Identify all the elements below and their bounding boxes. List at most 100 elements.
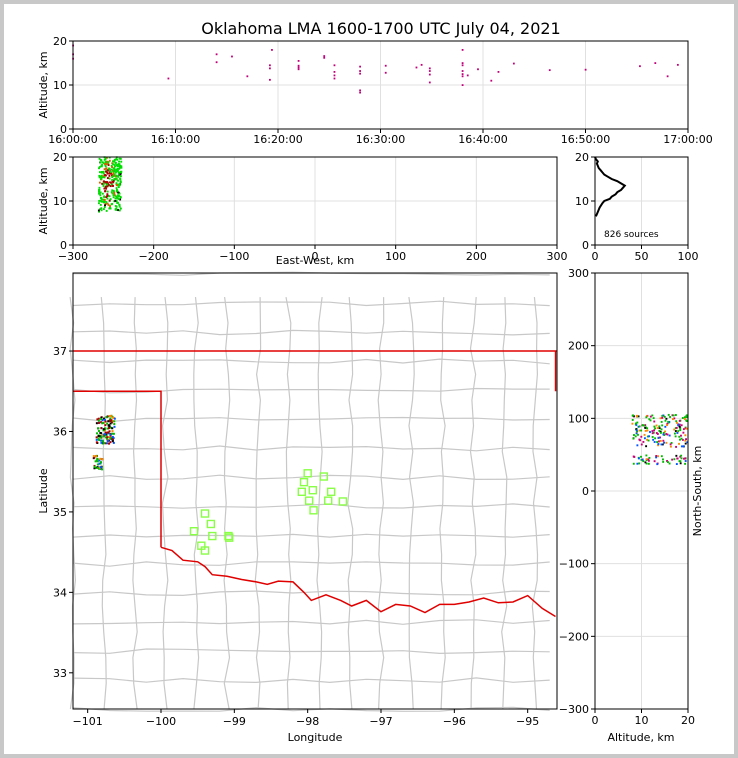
ew-source-point — [118, 160, 120, 163]
map-source-point — [95, 436, 98, 439]
ew-source-point — [108, 199, 111, 202]
ew-source-point — [106, 197, 109, 200]
map-source-point — [112, 432, 115, 435]
ew-source-point — [112, 163, 115, 166]
ew-source-point — [108, 174, 111, 177]
th-source-point — [428, 70, 431, 72]
th-source-point — [269, 78, 271, 81]
ew-source-point — [110, 191, 113, 194]
ns-source-point — [674, 414, 677, 416]
ew-source-point — [99, 194, 102, 197]
ew-source-point — [116, 184, 118, 187]
ns-source-point — [643, 424, 646, 427]
ns-source-point — [643, 433, 646, 436]
map-source-point — [95, 455, 98, 458]
ns-source-point — [668, 434, 671, 437]
ew-source-point — [98, 166, 101, 169]
ns-source-point — [635, 415, 638, 418]
ew-source-point — [100, 159, 103, 162]
ns-source-point — [635, 432, 638, 435]
map-source-point — [100, 416, 103, 419]
county-line — [254, 297, 262, 710]
ns-source-point — [633, 456, 636, 458]
ns-source-point — [657, 444, 660, 447]
county-line — [72, 445, 550, 452]
ns-source-point — [649, 415, 652, 418]
map-source-point — [98, 438, 101, 441]
map-source-point — [99, 431, 102, 434]
county-line — [72, 590, 550, 597]
ew-source-point — [100, 207, 103, 210]
ew-source-point — [112, 196, 115, 199]
county-line — [408, 297, 415, 710]
ns-source-point — [684, 457, 687, 460]
map-source-point — [103, 417, 106, 420]
ew-source-point — [116, 179, 119, 182]
th-ytick-label: 0 — [60, 123, 67, 136]
map-source-point — [107, 427, 110, 430]
th-source-point — [297, 64, 300, 67]
map-source-point — [105, 432, 108, 435]
lma-station-marker — [224, 533, 234, 542]
ns-source-point — [676, 457, 679, 460]
map-source-point — [93, 465, 96, 468]
th-source-point — [297, 66, 300, 69]
ns-source-point — [653, 425, 656, 428]
ew-source-point — [112, 190, 115, 193]
ns-source-point — [680, 454, 683, 457]
map-source-point — [94, 460, 97, 463]
ew-source-point — [111, 174, 113, 177]
map-source-point — [101, 419, 104, 422]
ns-source-point — [655, 432, 658, 434]
ew-source-point — [109, 181, 111, 184]
ns-source-point — [675, 463, 678, 465]
ew-source-point — [113, 168, 116, 171]
ew-source-point — [115, 168, 118, 171]
th-source-point — [384, 64, 387, 67]
map-source-point — [101, 458, 104, 461]
th-source-point — [548, 69, 551, 72]
ew-source-point — [111, 166, 113, 168]
ew-source-point — [98, 174, 101, 177]
map-source-point — [96, 418, 99, 421]
map-source-point — [104, 424, 107, 427]
lma-station-marker — [299, 477, 309, 487]
ew-source-point — [119, 198, 122, 201]
ns-source-point — [651, 430, 654, 433]
th-source-point — [512, 62, 515, 65]
ew-source-point — [114, 197, 117, 200]
ew-source-point — [118, 204, 121, 206]
altitude-histogram-panel: 0 50 100 0 10 20 826 sources — [575, 151, 699, 263]
th-source-point — [415, 66, 418, 69]
ns-source-point — [682, 431, 685, 434]
ew-source-point — [109, 198, 112, 201]
county-line — [72, 648, 550, 655]
th-source-point — [231, 55, 233, 58]
ew-source-point — [113, 178, 116, 180]
county-line — [347, 297, 354, 710]
ew-source-point — [108, 172, 111, 175]
ns-source-point — [632, 437, 635, 440]
ns-source-point — [638, 438, 641, 441]
county-line — [72, 416, 550, 423]
hist-xtick-label: 50 — [635, 250, 649, 263]
ew-source-point — [106, 190, 109, 193]
ew-source-point — [102, 208, 105, 211]
ns-source-point — [666, 424, 668, 427]
map-source-point — [109, 414, 112, 417]
ns-source-point — [680, 457, 683, 460]
ns-source-point — [660, 420, 663, 423]
ns-source-point — [682, 428, 685, 431]
lma-station-marker — [224, 531, 233, 541]
ew-source-point — [115, 205, 118, 208]
th-source-point — [269, 67, 271, 70]
ns-source-point — [675, 454, 678, 457]
ew-source-point — [105, 167, 108, 170]
ew-source-point — [116, 165, 119, 168]
ew-source-point — [104, 164, 107, 166]
th-source-point — [359, 91, 361, 94]
ew-source-point — [106, 193, 109, 196]
ns-source-point — [652, 431, 655, 434]
ns-source-point — [651, 436, 654, 438]
ew-source-point — [106, 185, 109, 188]
